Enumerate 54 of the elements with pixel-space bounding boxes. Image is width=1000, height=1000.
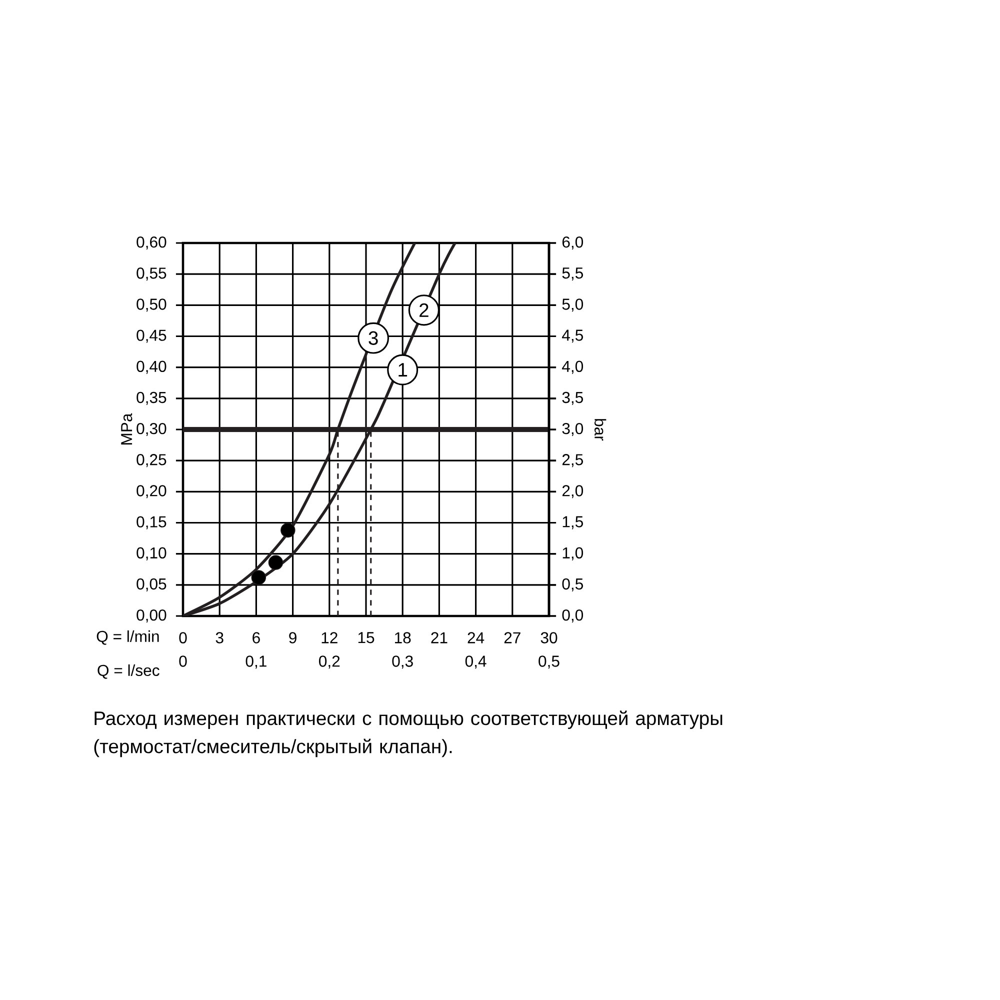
x-tick-label: 0	[179, 632, 187, 644]
point	[251, 570, 266, 585]
y-tick-label: 0,45	[136, 330, 166, 343]
y2-tick-label: 2,0	[562, 485, 584, 498]
y2-tick-label: 1,5	[562, 516, 583, 530]
y2-tick-label: 4,0	[562, 360, 584, 374]
y-tick-label: 0,50	[136, 298, 166, 312]
x2-tick-label: 0	[179, 656, 187, 667]
x-tick-label: 21	[431, 632, 448, 644]
y-tick-label: 0,15	[136, 516, 166, 530]
y-tick-label: 0,35	[136, 392, 166, 405]
y2-tick-label: 3,0	[562, 422, 584, 436]
y2-tick-label: 4,5	[562, 330, 583, 343]
annotation: 3	[368, 331, 378, 345]
y2-tick-label: 1,0	[562, 547, 584, 560]
x-axis-title: Q = l/min	[96, 630, 159, 645]
x-tick-label: 12	[322, 632, 338, 644]
x2-tick-label: 0,2	[319, 656, 340, 669]
y-tick-label: 0,20	[136, 485, 166, 498]
x-tick-label: 3	[216, 632, 224, 644]
annotation: 1	[398, 363, 408, 376]
text: Расход измерен практически с помощью соответствующей арматуры (термостат/смеситель/скрытый клапан).	[94, 710, 722, 758]
point	[268, 555, 284, 570]
y-tick-label: 0,55	[136, 268, 166, 281]
y-axis-title: MPa	[121, 413, 132, 444]
y2-tick-label: 0,5	[562, 578, 583, 592]
x2-tick-label: 0,1	[246, 656, 266, 669]
x-tick-label: 6	[252, 632, 260, 644]
y-tick-label: 0,10	[136, 547, 166, 560]
x-tick-label: 27	[504, 632, 520, 644]
x2-tick-label: 0,4	[465, 656, 486, 669]
y2-tick-label: 5,5	[562, 268, 583, 281]
y-tick-label: 0,05	[136, 578, 166, 592]
y2-tick-label: 3,5	[562, 392, 583, 405]
y2-axis-title: bar	[594, 419, 606, 441]
x-tick-label: 15	[358, 632, 374, 644]
x2-tick-label: 0,5	[538, 656, 560, 669]
y-tick-label: 0,25	[136, 454, 166, 468]
x-tick-label: 9	[289, 632, 296, 644]
y-tick-label: 0,40	[136, 360, 166, 374]
y-tick-label: 0,60	[136, 236, 166, 250]
y-tick-label: 0,30	[136, 422, 166, 436]
point	[280, 522, 296, 538]
x-tick-label: 30	[540, 632, 558, 644]
y2-tick-label: 6,0	[562, 236, 584, 250]
y-tick-label: 0,00	[136, 609, 166, 623]
x-tick-label: 18	[395, 632, 411, 644]
annotation: 2	[420, 303, 428, 317]
x2-axis-title: Q = l/sec	[98, 664, 160, 679]
y2-tick-label: 5,0	[562, 298, 584, 312]
x-tick-label: 24	[468, 632, 484, 644]
y2-tick-label: 0,0	[562, 609, 584, 623]
y2-tick-label: 2,5	[562, 454, 583, 468]
x2-tick-label: 0,3	[392, 656, 413, 669]
